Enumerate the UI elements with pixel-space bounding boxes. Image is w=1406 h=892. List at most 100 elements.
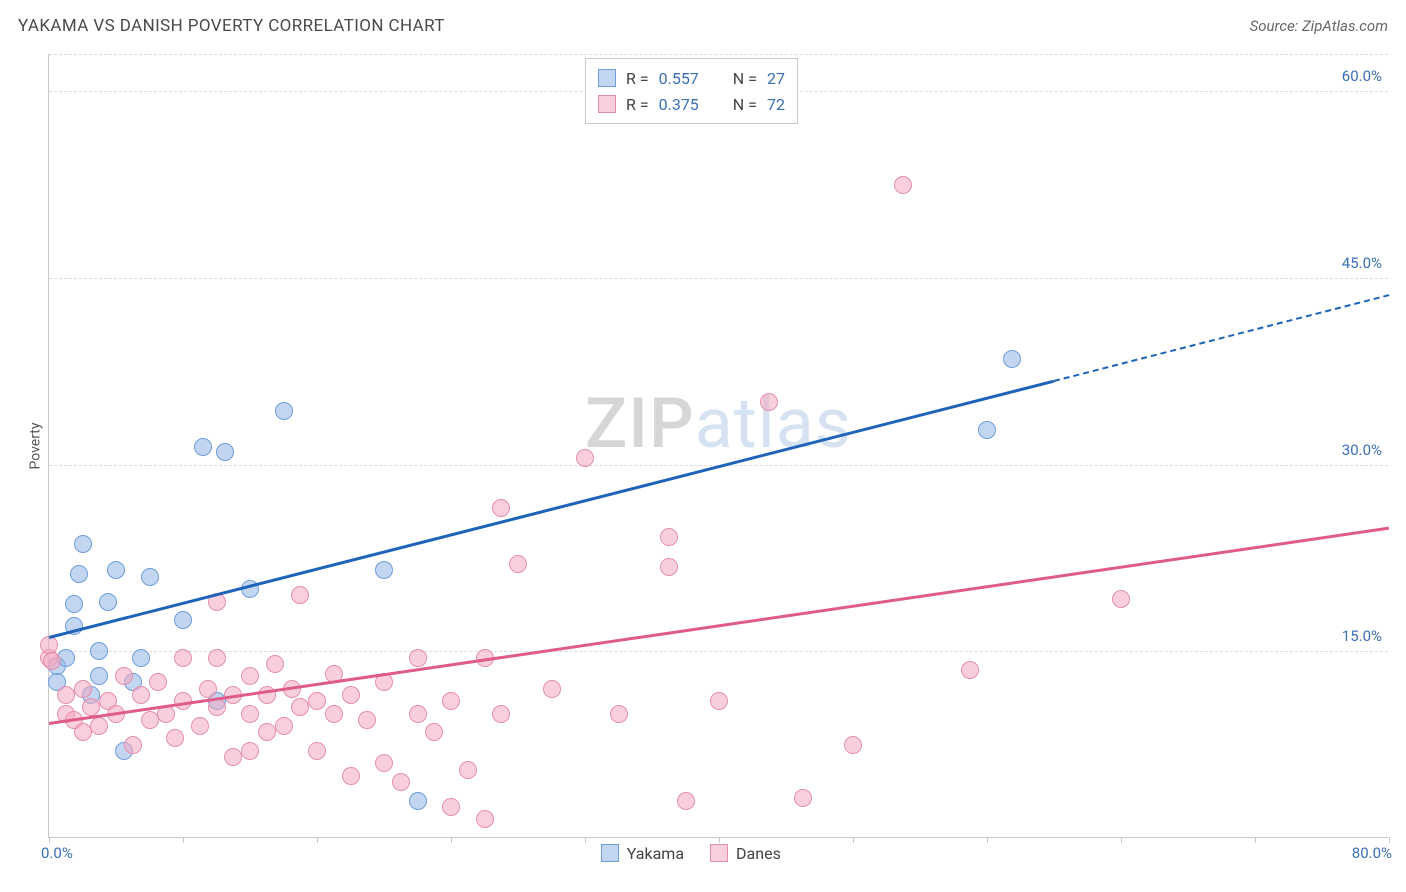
- plot-area: ZIPatlas 15.0%30.0%45.0%60.0%0.0%80.0%R …: [48, 54, 1388, 838]
- legend-label: Yakama: [627, 844, 684, 863]
- data-point: [258, 723, 276, 741]
- data-point: [115, 667, 133, 685]
- data-point: [208, 698, 226, 716]
- data-point: [74, 723, 92, 741]
- data-point: [308, 742, 326, 760]
- data-point: [325, 705, 343, 723]
- data-point: [174, 611, 192, 629]
- trend-line: [49, 380, 1055, 639]
- chart-header: YAKAMA VS DANISH POVERTY CORRELATION CHA…: [18, 16, 1388, 36]
- x-tick: [183, 837, 184, 843]
- x-tick-label: 0.0%: [41, 844, 73, 862]
- data-point: [342, 767, 360, 785]
- y-tick-label: 15.0%: [1342, 627, 1382, 645]
- data-point: [961, 661, 979, 679]
- data-point: [43, 652, 61, 670]
- gridline: [49, 278, 1388, 279]
- data-point: [57, 686, 75, 704]
- data-point: [844, 736, 862, 754]
- data-point: [492, 705, 510, 723]
- legend-bottom: Yakama Danes: [601, 844, 781, 863]
- data-point: [710, 692, 728, 710]
- data-point: [149, 673, 167, 691]
- data-point: [543, 680, 561, 698]
- data-point: [342, 686, 360, 704]
- r-label: R =: [626, 95, 649, 114]
- data-point: [141, 711, 159, 729]
- legend-swatch: [601, 844, 619, 862]
- data-point: [241, 705, 259, 723]
- n-label: N =: [733, 69, 757, 88]
- watermark-part1: ZIP: [585, 383, 695, 465]
- data-point: [74, 535, 92, 553]
- data-point: [409, 649, 427, 667]
- data-point: [141, 568, 159, 586]
- data-point: [74, 680, 92, 698]
- data-point: [166, 729, 184, 747]
- legend-swatch: [598, 95, 616, 113]
- data-point: [107, 561, 125, 579]
- data-point: [660, 528, 678, 546]
- data-point: [1112, 590, 1130, 608]
- data-point: [442, 692, 460, 710]
- data-point: [794, 789, 812, 807]
- data-point: [241, 742, 259, 760]
- n-value: 27: [767, 69, 785, 88]
- x-tick: [719, 837, 720, 843]
- x-tick: [451, 837, 452, 843]
- data-point: [132, 686, 150, 704]
- data-point: [677, 792, 695, 810]
- data-point: [70, 565, 88, 583]
- data-point: [358, 711, 376, 729]
- r-value: 0.375: [659, 95, 699, 114]
- stats-legend-row: R = 0.557 N = 27: [598, 65, 785, 91]
- x-tick: [317, 837, 318, 843]
- data-point: [132, 649, 150, 667]
- legend-swatch: [598, 69, 616, 87]
- chart-source: Source: ZipAtlas.com: [1250, 17, 1388, 35]
- data-point: [492, 499, 510, 517]
- data-point: [576, 449, 594, 467]
- data-point: [199, 680, 217, 698]
- trend-line-extrapolated: [1054, 294, 1389, 382]
- data-point: [90, 642, 108, 660]
- watermark: ZIPatlas: [585, 383, 852, 465]
- r-label: R =: [626, 69, 649, 88]
- data-point: [894, 176, 912, 194]
- data-point: [375, 754, 393, 772]
- y-tick-label: 60.0%: [1342, 67, 1382, 85]
- data-point: [65, 595, 83, 613]
- data-point: [392, 773, 410, 791]
- data-point: [208, 649, 226, 667]
- data-point: [610, 705, 628, 723]
- legend-label: Danes: [736, 844, 781, 863]
- y-tick-label: 30.0%: [1342, 441, 1382, 459]
- data-point: [82, 698, 100, 716]
- legend-item: Danes: [710, 844, 781, 863]
- data-point: [459, 761, 477, 779]
- data-point: [224, 748, 242, 766]
- data-point: [275, 402, 293, 420]
- data-point: [40, 636, 58, 654]
- data-point: [375, 561, 393, 579]
- data-point: [275, 717, 293, 735]
- x-tick: [585, 837, 586, 843]
- y-axis-label: Poverty: [28, 422, 44, 469]
- data-point: [1003, 350, 1021, 368]
- data-point: [99, 593, 117, 611]
- data-point: [442, 798, 460, 816]
- stats-legend-row: R =0.375N =72: [598, 91, 785, 117]
- data-point: [241, 667, 259, 685]
- data-point: [308, 692, 326, 710]
- data-point: [760, 393, 778, 411]
- data-point: [194, 438, 212, 456]
- gridline: [49, 651, 1388, 652]
- data-point: [409, 705, 427, 723]
- y-tick-label: 45.0%: [1342, 254, 1382, 272]
- data-point: [90, 667, 108, 685]
- legend-item: Yakama: [601, 844, 684, 863]
- r-value: 0.557: [659, 69, 699, 88]
- legend-swatch: [710, 844, 728, 862]
- data-point: [409, 792, 427, 810]
- data-point: [266, 655, 284, 673]
